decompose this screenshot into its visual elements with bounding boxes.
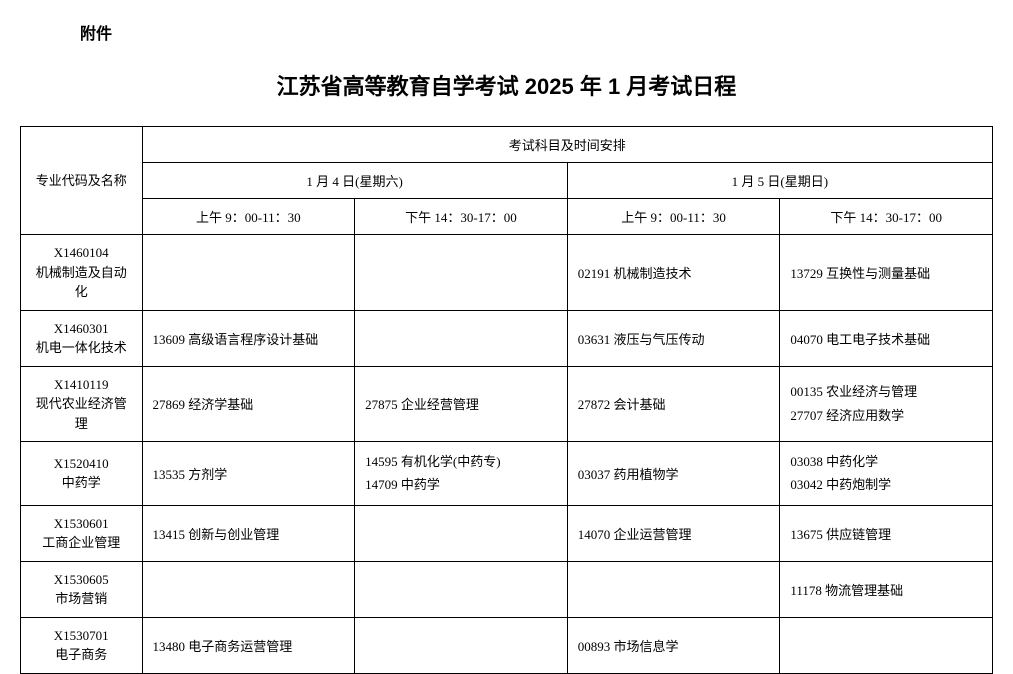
major-code: X1530605 (54, 572, 109, 587)
course-cell: 27869 经济学基础 (142, 366, 355, 442)
course-cell: 13480 电子商务运营管理 (142, 617, 355, 673)
course-cell: 14070 企业运营管理 (567, 505, 780, 561)
major-cell: X1530601 工商企业管理 (21, 505, 143, 561)
major-code: X1460104 (54, 245, 109, 260)
course-cell: 02191 机械制造技术 (567, 235, 780, 311)
major-code: X1520410 (54, 456, 109, 471)
course-cell (355, 235, 568, 311)
major-cell: X1460301 机电一体化技术 (21, 310, 143, 366)
course-cell: 13415 创新与创业管理 (142, 505, 355, 561)
major-code: X1530701 (54, 628, 109, 643)
course-item: 27707 经济应用数学 (790, 408, 904, 423)
course-cell: 13729 互换性与测量基础 (780, 235, 993, 311)
major-cell: X1530701 电子商务 (21, 617, 143, 673)
major-name: 市场营销 (55, 591, 107, 606)
course-item: 14709 中药学 (365, 477, 440, 492)
course-cell: 13675 供应链管理 (780, 505, 993, 561)
major-cell: X1520410 中药学 (21, 442, 143, 506)
major-cell: X1530605 市场营销 (21, 561, 143, 617)
table-row: X1520410 中药学 13535 方剂学 14595 有机化学(中药专) 1… (21, 442, 993, 506)
course-item: 03038 中药化学 (790, 454, 878, 469)
major-name: 现代农业经济管理 (36, 396, 127, 431)
major-cell: X1460104 机械制造及自动化 (21, 235, 143, 311)
course-cell: 03037 药用植物学 (567, 442, 780, 506)
course-cell (355, 561, 568, 617)
course-item: 03042 中药炮制学 (790, 477, 891, 492)
course-cell: 27872 会计基础 (567, 366, 780, 442)
course-cell: 27875 企业经营管理 (355, 366, 568, 442)
course-cell (567, 561, 780, 617)
major-code: X1410119 (54, 377, 108, 392)
schedule-table: 专业代码及名称 考试科目及时间安排 1 月 4 日(星期六) 1 月 5 日(星… (20, 126, 993, 674)
course-cell: 03631 液压与气压传动 (567, 310, 780, 366)
course-cell: 00135 农业经济与管理 27707 经济应用数学 (780, 366, 993, 442)
attachment-label: 附件 (80, 20, 993, 44)
header-slot1: 上午 9：00-11：30 (142, 199, 355, 235)
course-cell: 14595 有机化学(中药专) 14709 中药学 (355, 442, 568, 506)
major-code: X1530601 (54, 516, 109, 531)
course-cell (142, 561, 355, 617)
course-cell (355, 505, 568, 561)
course-cell: 13609 高级语言程序设计基础 (142, 310, 355, 366)
course-cell (142, 235, 355, 311)
table-row: X1410119 现代农业经济管理 27869 经济学基础 27875 企业经营… (21, 366, 993, 442)
header-day2: 1 月 5 日(星期日) (567, 163, 992, 199)
major-code: X1460301 (54, 321, 109, 336)
course-cell (355, 617, 568, 673)
course-cell: 00893 市场信息学 (567, 617, 780, 673)
major-name: 电子商务 (55, 647, 107, 662)
major-name: 机电一体化技术 (36, 340, 127, 355)
table-row: X1460301 机电一体化技术 13609 高级语言程序设计基础 03631 … (21, 310, 993, 366)
header-schedule: 考试科目及时间安排 (142, 127, 993, 163)
course-item: 00135 农业经济与管理 (790, 384, 917, 399)
major-name: 机械制造及自动化 (36, 265, 127, 300)
table-row: X1530605 市场营销 11178 物流管理基础 (21, 561, 993, 617)
major-cell: X1410119 现代农业经济管理 (21, 366, 143, 442)
header-slot3: 上午 9：00-11：30 (567, 199, 780, 235)
course-item: 14595 有机化学(中药专) (365, 454, 500, 469)
header-major: 专业代码及名称 (21, 127, 143, 235)
header-slot4: 下午 14：30-17：00 (780, 199, 993, 235)
major-name: 工商企业管理 (42, 535, 120, 550)
header-day1: 1 月 4 日(星期六) (142, 163, 567, 199)
course-cell: 03038 中药化学 03042 中药炮制学 (780, 442, 993, 506)
table-row: X1530601 工商企业管理 13415 创新与创业管理 14070 企业运营… (21, 505, 993, 561)
course-cell (355, 310, 568, 366)
major-name: 中药学 (62, 475, 101, 490)
course-cell: 04070 电工电子技术基础 (780, 310, 993, 366)
course-cell: 13535 方剂学 (142, 442, 355, 506)
course-cell (780, 617, 993, 673)
course-cell: 11178 物流管理基础 (780, 561, 993, 617)
table-row: X1460104 机械制造及自动化 02191 机械制造技术 13729 互换性… (21, 235, 993, 311)
header-slot2: 下午 14：30-17：00 (355, 199, 568, 235)
document-title: 江苏省高等教育自学考试 2025 年 1 月考试日程 (20, 69, 993, 101)
table-row: X1530701 电子商务 13480 电子商务运营管理 00893 市场信息学 (21, 617, 993, 673)
